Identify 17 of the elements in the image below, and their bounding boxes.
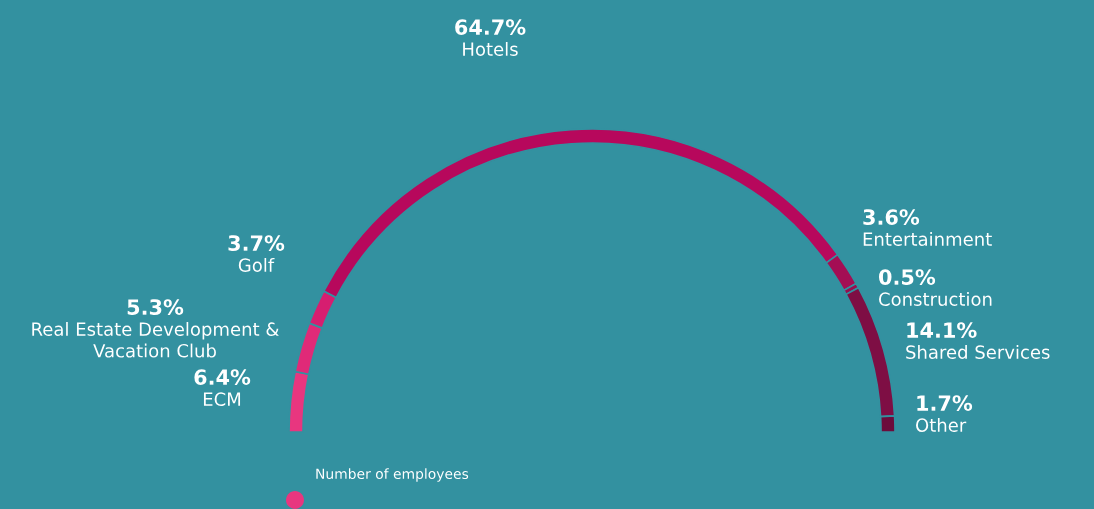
slice-label: Shared Services <box>906 345 1050 359</box>
data-label: 5.3% <box>127 299 184 315</box>
data-label: 3.7% <box>228 235 285 251</box>
slice-label: Hotels <box>463 42 518 56</box>
data-label: 0.5% <box>879 269 936 285</box>
slice-label: Entertainment <box>863 232 992 246</box>
data-label: 14.1% <box>907 322 977 338</box>
data-label: 64.7% <box>455 19 526 35</box>
slice-label: Other <box>916 418 967 432</box>
data-label: 6.4% <box>194 369 251 385</box>
data-label: 1.7% <box>917 395 973 411</box>
slice-label: ECM <box>203 392 241 406</box>
text: Number of employees <box>316 468 469 482</box>
slice-label: Construction <box>879 292 992 306</box>
slice-label: Golf <box>238 258 275 272</box>
data-label: 3.6% <box>863 209 920 225</box>
slice-label: Real Estate Development & Vacation Club <box>32 322 279 358</box>
